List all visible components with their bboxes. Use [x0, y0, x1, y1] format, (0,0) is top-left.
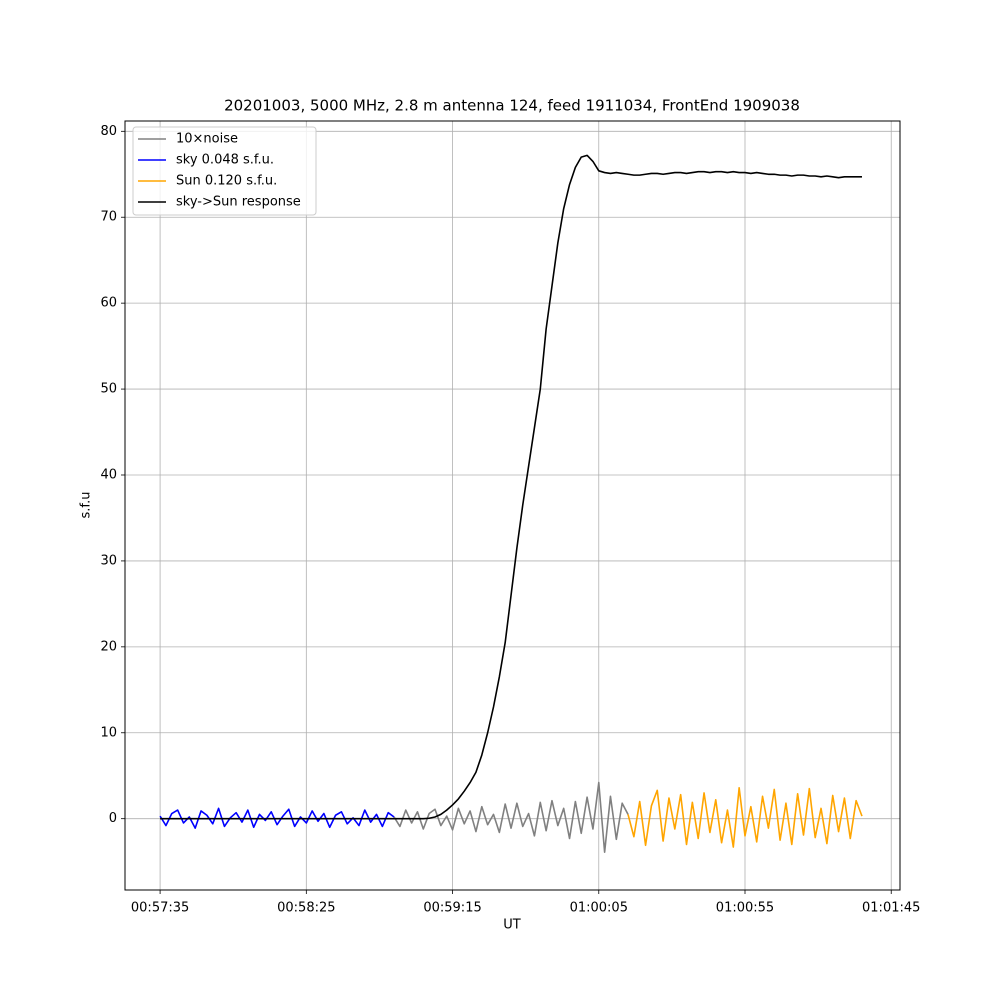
y-tick-label: 80	[100, 124, 117, 139]
x-axis-label: UT	[503, 918, 521, 933]
y-tick-label: 70	[100, 210, 117, 225]
x-tick-label: 00:59:15	[423, 901, 481, 916]
legend-box	[132, 126, 317, 216]
x-tick-label: 01:00:05	[570, 901, 628, 916]
y-tick-label: 50	[100, 382, 117, 397]
legend-label: 10×noise	[176, 132, 238, 147]
y-tick-label: 0	[109, 811, 117, 826]
series-line	[159, 807, 395, 829]
y-tick-label: 10	[100, 725, 117, 740]
series-line	[627, 786, 863, 848]
series-line	[160, 154, 862, 820]
plot-frame	[124, 120, 901, 891]
y-axis-label: s.f.u	[79, 492, 94, 519]
x-tick-label: 01:00:55	[716, 901, 774, 916]
y-tick-label: 40	[100, 467, 117, 482]
y-tick-label: 60	[100, 296, 117, 311]
y-tick-label: 20	[100, 639, 117, 654]
x-tick-label: 00:57:35	[131, 901, 189, 916]
legend-label: sky 0.048 s.f.u.	[176, 153, 274, 168]
x-tick-label: 01:01:45	[862, 901, 920, 916]
y-tick-label: 30	[100, 553, 117, 568]
series-line	[393, 781, 629, 853]
chart-title: 20201003, 5000 MHz, 2.8 m antenna 124, f…	[224, 97, 800, 115]
legend-label: sky->Sun response	[176, 195, 301, 210]
x-tick-label: 00:58:25	[277, 901, 335, 916]
legend-label: Sun 0.120 s.f.u.	[176, 174, 277, 189]
